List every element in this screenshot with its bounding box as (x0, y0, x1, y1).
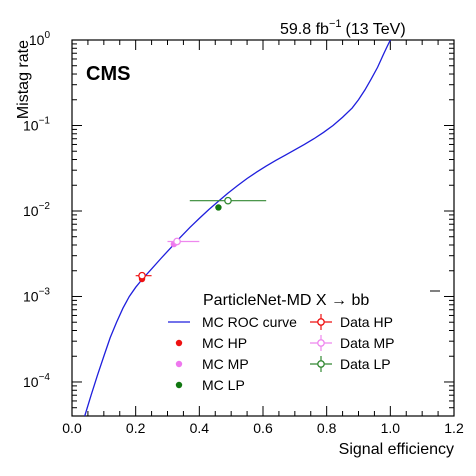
data-point-hp (135, 271, 152, 280)
x-tick-label: 0.6 (253, 420, 273, 436)
legend-title: ParticleNet-MD X → bb (203, 292, 369, 309)
legend: ParticleNet-MD X → bb MC ROC curve MC HP M… (168, 290, 440, 393)
experiment-label: CMS (86, 63, 130, 85)
legend-data-hp-marker (317, 318, 325, 326)
data-marker-hp (138, 271, 146, 280)
data-point-lp (189, 196, 267, 205)
plot-frame (71, 39, 455, 417)
legend-mc-lp-label: MC LP (202, 377, 245, 393)
legend-mc-mp-swatch (175, 360, 183, 368)
legend-mc-mp-label: MC MP (202, 356, 249, 372)
points-layer (135, 196, 267, 283)
y-tick-label: 10−4 (23, 372, 50, 390)
roc-curve-line (84, 39, 391, 417)
lumi-label: 59.8 fb−1 (13 TeV) (280, 18, 406, 38)
legend-data-lp-label: Data LP (340, 356, 391, 372)
legend-mc-hp-label: MC HP (202, 335, 247, 351)
x-tick-label: 0.0 (62, 420, 82, 436)
x-tick-label: 0.2 (126, 420, 146, 436)
x-tick-label: 1.0 (381, 420, 401, 436)
legend-mc-lp-swatch (175, 381, 183, 389)
roc-curve-layer (84, 39, 391, 417)
data-marker-lp (224, 196, 232, 205)
legend-title-text: ParticleNet-MD X → bb (203, 292, 369, 309)
y-tick-label: 10−3 (23, 286, 50, 304)
data-marker-mp (173, 237, 181, 246)
lumi-value: 59.8 fb (280, 21, 329, 38)
legend-data-mp-marker (317, 339, 325, 347)
mc-point-lp (215, 204, 222, 211)
energy-text: (13 TeV) (345, 21, 405, 38)
x-tick-label: 0.4 (190, 420, 210, 436)
legend-roc-label: MC ROC curve (202, 314, 297, 330)
y-tick-label: 10−1 (23, 115, 50, 133)
x-tick-label: 0.8 (317, 420, 337, 436)
lumi-exponent: −1 (329, 18, 342, 30)
legend-mc-hp-swatch (175, 339, 183, 347)
y-tick-label: 10−2 (23, 201, 50, 219)
x-axis: 0.0 0.2 0.4 0.6 0.8 1.0 1.2 (62, 40, 464, 436)
y-tick-label: 100 (29, 30, 51, 48)
legend-data-lp-marker (317, 360, 325, 368)
y-axis-title: Mistag rate (15, 40, 32, 119)
legend-data-mp-label: Data MP (340, 335, 394, 351)
x-axis-title: Signal efficiency (339, 441, 454, 458)
x-tick-label: 1.2 (444, 420, 464, 436)
legend-data-hp-label: Data HP (340, 314, 393, 330)
y-axis: 10−4 10−3 10−2 10−1 100 (23, 30, 454, 417)
data-point-mp (167, 237, 200, 246)
